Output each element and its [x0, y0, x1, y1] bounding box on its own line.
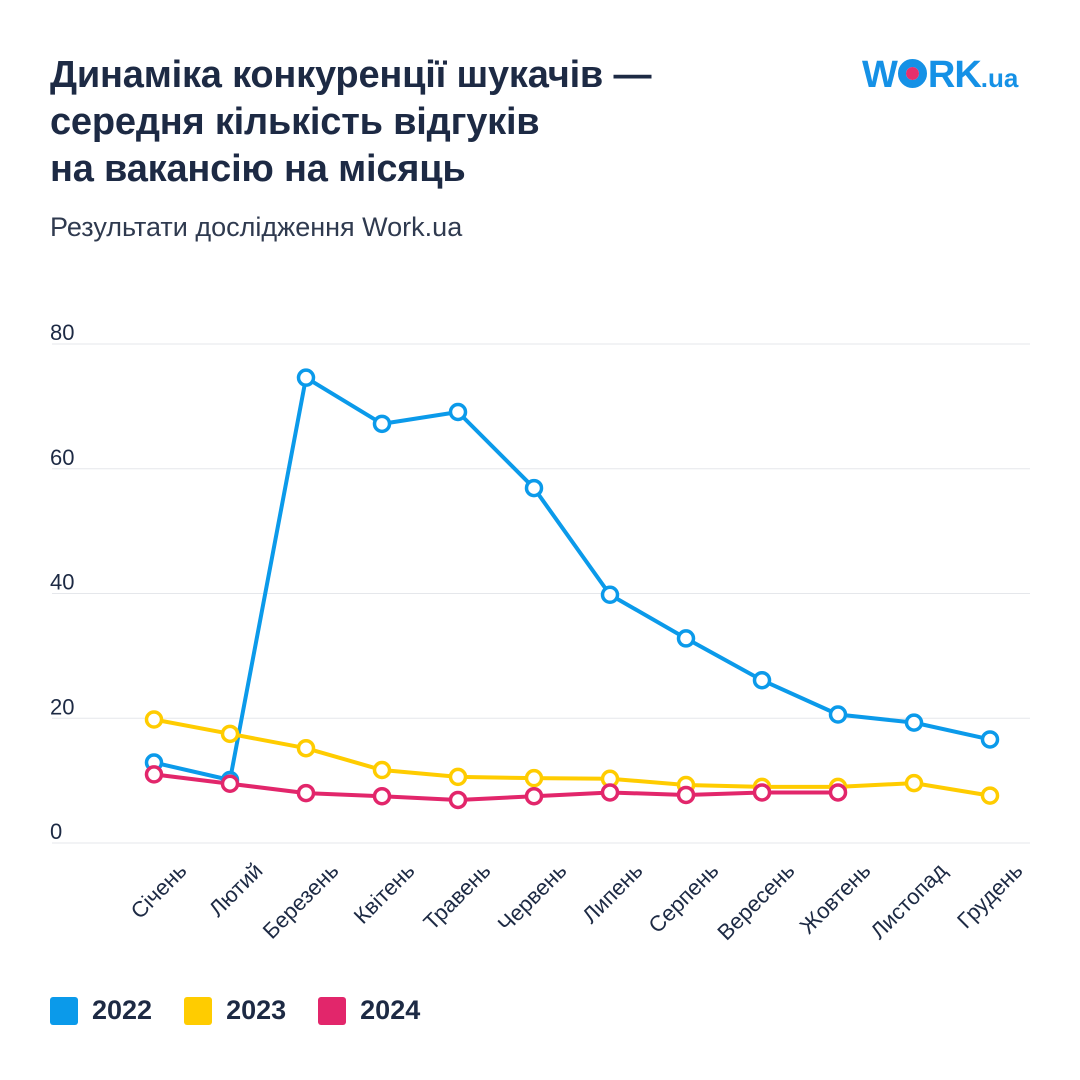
legend-item-2023: 2023	[184, 995, 286, 1026]
data-point-2024	[448, 790, 468, 810]
x-tick-label: Травень	[418, 858, 495, 935]
series-line-2022	[152, 375, 992, 783]
data-point-2023	[524, 768, 544, 788]
x-tick-label: Грудень	[952, 858, 1027, 933]
data-point-2022	[372, 414, 392, 434]
x-tick-label: Червень	[493, 858, 572, 937]
data-point-2023	[372, 760, 392, 780]
series-line-2024	[152, 772, 840, 802]
logo-suffix: .ua	[980, 63, 1019, 93]
data-point-2022	[752, 670, 772, 690]
legend-label: 2023	[226, 995, 287, 1025]
data-point-2022	[600, 585, 620, 604]
data-point-2022	[296, 368, 316, 387]
data-point-2024	[752, 783, 772, 802]
y-tick-label: 40	[50, 570, 74, 595]
data-point-2022	[524, 478, 544, 498]
data-point-2024	[828, 783, 848, 802]
data-point-2022	[980, 730, 1000, 749]
data-point-2024	[296, 783, 316, 803]
data-point-2024	[524, 786, 544, 806]
legend-label: 2024	[360, 995, 421, 1025]
x-tick-label: Квітень	[349, 858, 420, 929]
chart-title: Динаміка конкуренції шукачів — середня к…	[50, 52, 810, 193]
data-point-2022	[904, 713, 924, 732]
x-tick-label: Липень	[577, 858, 647, 928]
chart-title-line-2: середня кількість відгуків	[50, 101, 540, 143]
x-tick-label: Листопад	[865, 858, 951, 944]
data-point-2022	[828, 705, 848, 724]
data-point-2023	[448, 767, 468, 787]
data-point-2024	[372, 786, 392, 806]
legend-item-2022: 2022	[50, 995, 152, 1026]
data-point-2023	[144, 710, 164, 729]
x-tick-label: Жовтень	[795, 858, 876, 939]
work-ua-logo: W RK.ua	[862, 54, 1018, 97]
x-tick-label: Березень	[258, 858, 344, 944]
y-tick-label: 80	[50, 320, 74, 345]
logo-target-icon	[897, 59, 927, 88]
data-point-2023	[904, 773, 924, 793]
data-point-2024	[144, 765, 164, 784]
legend-label: 2022	[92, 995, 153, 1025]
x-tick-label: Січень	[126, 858, 192, 924]
legend-item-2024: 2024	[318, 995, 420, 1026]
logo-letters-rk: RK	[927, 54, 982, 96]
series-line-2023	[152, 717, 992, 798]
chart-legend: 2022 2023 2024	[50, 995, 420, 1026]
x-tick-label: Вересень	[712, 858, 799, 945]
data-point-2024	[676, 785, 696, 805]
y-tick-label: 0	[50, 819, 62, 844]
chart-title-line-3: на вакансію на місяць	[50, 148, 466, 190]
chart-title-line-1: Динаміка конкуренції шукачів —	[50, 54, 652, 96]
chart-subtitle: Результати дослідження Work.ua	[50, 212, 463, 242]
data-point-2024	[220, 774, 240, 793]
data-point-2022	[676, 629, 696, 648]
y-tick-label: 20	[50, 694, 74, 719]
data-point-2023	[220, 724, 240, 744]
logo-letter-w: W	[862, 54, 898, 96]
legend-swatch	[318, 996, 347, 1025]
x-tick-label: Серпень	[644, 858, 724, 938]
data-point-2023	[296, 738, 316, 758]
data-point-2024	[600, 783, 620, 802]
data-point-2023	[980, 786, 1000, 805]
legend-swatch	[184, 996, 213, 1025]
x-tick-label: Лютий	[204, 858, 268, 922]
y-tick-label: 60	[50, 445, 74, 470]
data-point-2022	[448, 402, 468, 422]
legend-swatch	[50, 996, 78, 1025]
